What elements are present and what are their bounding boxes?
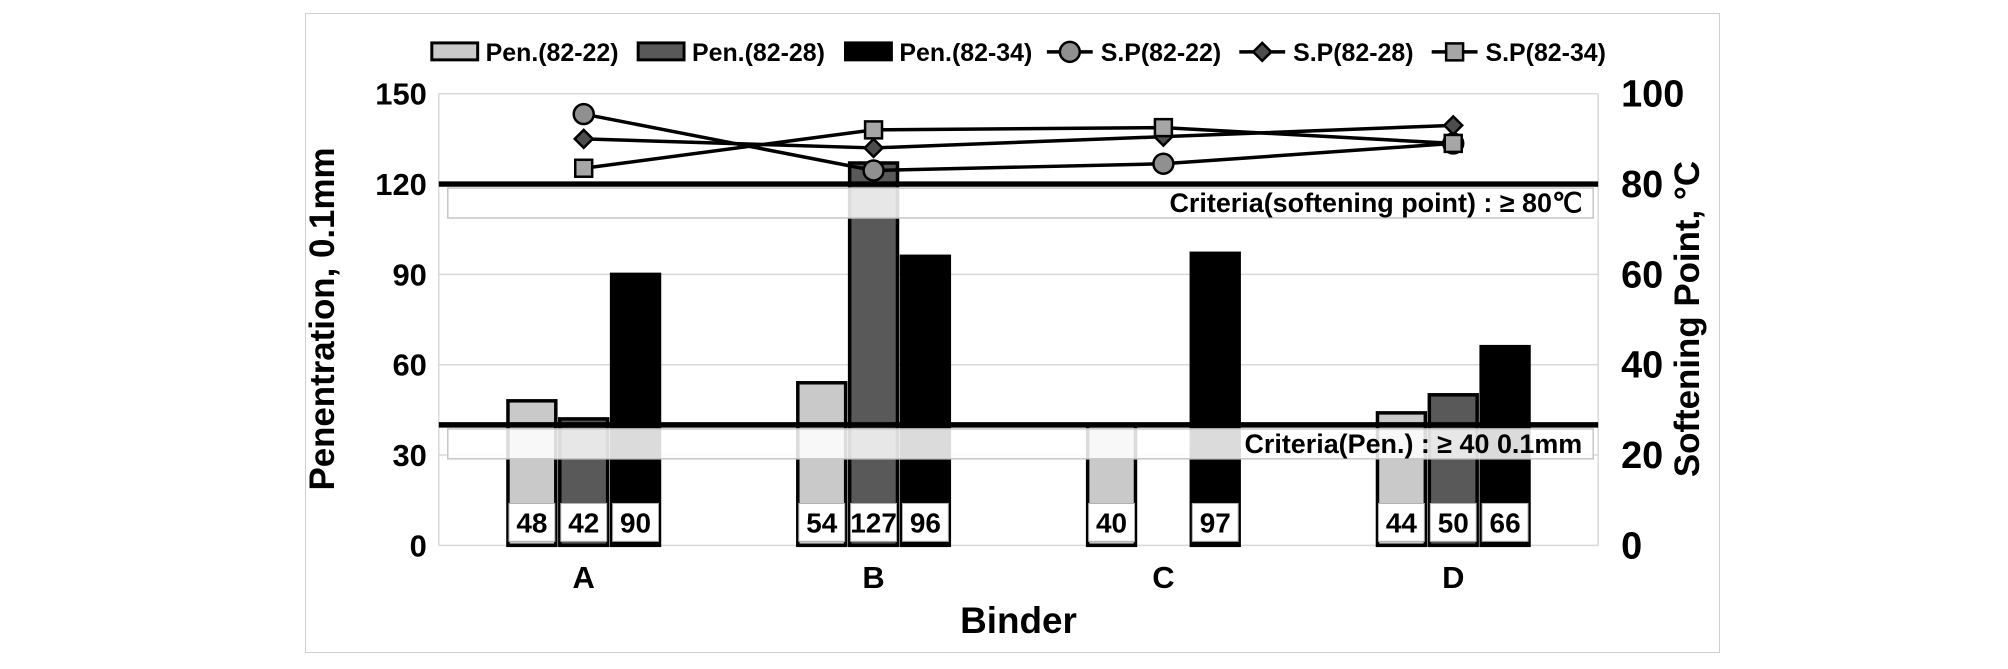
circle-marker-S.P(82-22)-B: [862, 159, 885, 182]
category-label: C: [1152, 560, 1174, 595]
penetration-softening-combo-chart: 0 30 60 90 120 150 0 20 40 60 80 100 Penentration, 0…: [303, 39, 1707, 641]
legend-swatch-Pen.(82-22): [430, 41, 480, 62]
bar-Pen.(82-34)-A: [609, 272, 662, 548]
right-axis-tick-label: 20: [1621, 435, 1663, 477]
legend-label: Pen.(82-22): [486, 39, 619, 67]
bar-value-box: [1191, 502, 1239, 542]
bar-value-box: [1481, 502, 1529, 542]
right-axis-tick-label: 40: [1621, 345, 1663, 387]
square-marker-S.P(82-34)-B: [863, 120, 884, 140]
square-legend-marker-S.P(82-34): [1444, 42, 1465, 62]
bar-value-label: 97: [1200, 507, 1231, 538]
diamond-legend-marker-S.P(82-28): [1251, 41, 1273, 63]
left-axis-title: Penentration, 0.1mm: [306, 148, 342, 491]
square-marker-S.P(82-34)-C: [1153, 117, 1174, 138]
bar-value-label: 42: [568, 507, 599, 538]
legend-label: Pen.(82-34): [899, 39, 1032, 67]
bar-Pen.(82-34)-B: [899, 254, 952, 548]
category-label: D: [1442, 560, 1464, 595]
square-marker-S.P(82-34)-D: [1443, 133, 1463, 154]
criteria-label: Criteria(Pen.) : ≥ 40 0.1mm: [1244, 429, 1582, 459]
diamond-marker-S.P(82-28)-A: [572, 128, 595, 150]
legend-swatch-Pen.(82-28): [636, 41, 686, 62]
bar-value-box: [1377, 502, 1425, 542]
legend-label: Pen.(82-28): [692, 39, 825, 67]
bar-value-label: 96: [910, 507, 941, 538]
legend-label: S.P(82-34): [1486, 39, 1606, 67]
diamond-marker-S.P(82-28)-B: [862, 137, 885, 159]
line-S.P(82-28): [583, 123, 1454, 150]
bar-value-labels: 48 54 40 44 42 127 50 90 96 97 66: [508, 502, 1529, 542]
legend-swatch-Pen.(82-34): [844, 41, 893, 62]
left-axis-tick-label: 30: [392, 438, 426, 473]
left-axis-tick-label: 90: [392, 257, 426, 292]
chart-container: 0 30 60 90 120 150 0 20 40 60 80 100 Penentration, 0…: [303, 13, 1720, 653]
circle-marker-S.P(82-22)-C: [1152, 152, 1175, 175]
bar-value-box: [560, 502, 608, 542]
circle-marker-S.P(82-22)-A: [572, 102, 595, 126]
legend-label: S.P(82-22): [1101, 39, 1221, 67]
square-marker-S.P(82-34)-A: [573, 158, 594, 178]
x-axis-title: Binder: [960, 600, 1077, 641]
bar-value-label: 48: [516, 507, 547, 538]
bar-value-label: 66: [1490, 507, 1521, 538]
bar-Pen.(82-34)-C: [1189, 251, 1241, 548]
bar-value-box: [798, 502, 846, 542]
bar-value-box: [1088, 502, 1135, 542]
bar-value-box: [850, 502, 897, 542]
left-axis-tick-label: 150: [375, 77, 427, 112]
bar-value-label: 50: [1438, 507, 1469, 538]
right-axis-tick-label: 80: [1621, 164, 1663, 206]
axis-ticks: 0 30 60 90 120 150 0 20 40 60 80 100: [375, 74, 1684, 568]
legend: Pen.(82-22) Pen.(82-28) Pen.(82-34) S.P(82-…: [430, 39, 1606, 67]
bar-value-box: [901, 502, 949, 542]
circle-legend-marker-S.P(82-22): [1058, 40, 1082, 64]
legend-label: S.P(82-28): [1293, 39, 1413, 67]
bar-value-label: 40: [1096, 507, 1127, 538]
bar-value-box: [508, 502, 556, 542]
right-axis-tick-label: 60: [1621, 254, 1663, 296]
line-S.P(82-34): [583, 125, 1454, 170]
bar-value-label: 127: [850, 507, 897, 538]
right-axis-tick-label: 100: [1621, 74, 1684, 116]
criteria-overlays: Criteria(softening point) : ≥ 80℃ Criteri…: [438, 181, 1599, 460]
right-axis-title: Softening Point, °C: [1668, 161, 1707, 477]
left-axis-tick-label: 0: [410, 528, 427, 563]
criteria-label: Criteria(softening point) : ≥ 80℃: [1169, 188, 1582, 218]
category-label: B: [862, 560, 884, 595]
left-axis-tick-label: 60: [392, 348, 426, 383]
diamond-marker-S.P(82-28)-D: [1442, 114, 1464, 137]
bar-series: [506, 161, 1531, 548]
bar-value-label: 90: [620, 507, 651, 538]
bar-value-box: [1429, 502, 1477, 542]
criteria-box: [447, 187, 1594, 219]
criteria-box: [447, 428, 1594, 460]
left-axis-tick-label: 120: [375, 167, 427, 202]
bar-value-box: [612, 502, 659, 542]
bar-Pen.(82-28)-B: [847, 161, 900, 548]
bar-value-label: 54: [806, 507, 838, 538]
line-series: [572, 102, 1465, 182]
right-axis-tick-label: 0: [1621, 525, 1642, 567]
category-label: A: [573, 560, 595, 595]
bar-value-label: 44: [1386, 507, 1418, 538]
